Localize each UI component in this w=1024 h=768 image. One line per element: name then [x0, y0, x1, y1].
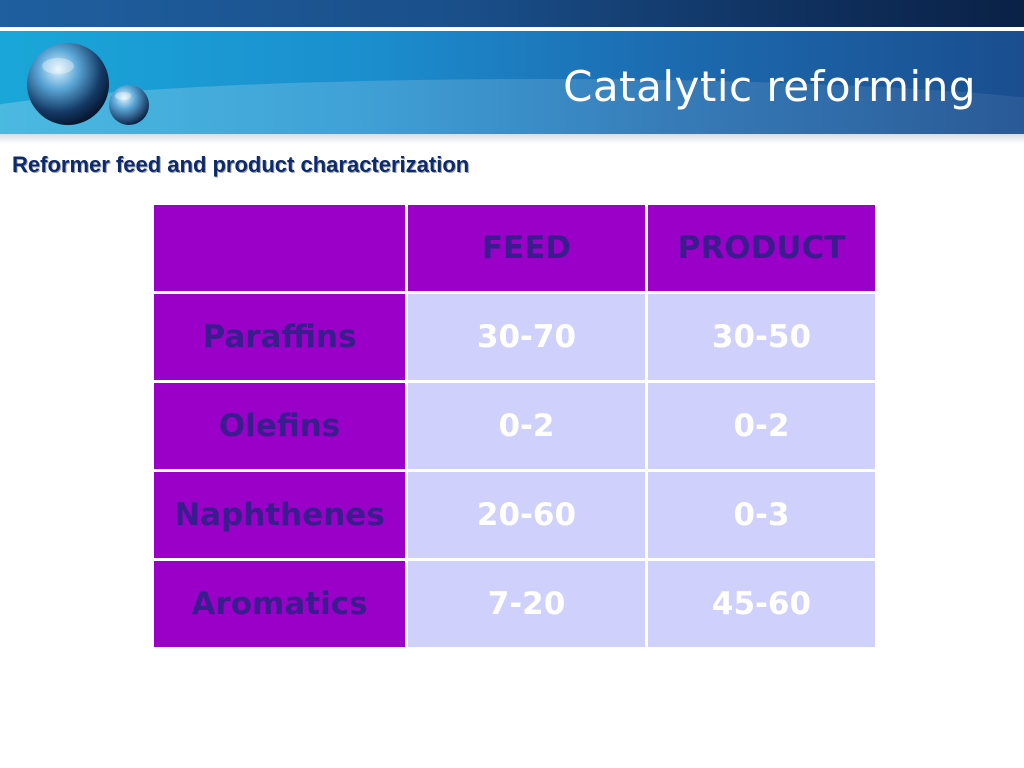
feed-value: 20-60 — [408, 472, 645, 558]
row-label: Olefins — [154, 383, 405, 469]
characterization-table: FEED PRODUCT Paraffins 30-70 30-50 Olefi… — [151, 202, 878, 650]
banner-underline — [0, 134, 1024, 144]
title-banner — [0, 31, 1024, 134]
feed-value: 7-20 — [408, 561, 645, 647]
header-cell-product: PRODUCT — [648, 205, 875, 291]
row-label: Paraffins — [154, 294, 405, 380]
row-label: Naphthenes — [154, 472, 405, 558]
header-cell-empty — [154, 205, 405, 291]
product-value: 45-60 — [648, 561, 875, 647]
product-value: 30-50 — [648, 294, 875, 380]
table-row: Olefins 0-2 0-2 — [154, 383, 875, 469]
slide-title: Catalytic reforming — [563, 62, 976, 111]
header-cell-feed: FEED — [408, 205, 645, 291]
feed-value: 0-2 — [408, 383, 645, 469]
row-label: Aromatics — [154, 561, 405, 647]
slide-subtitle: Reformer feed and product characterizati… — [12, 152, 470, 177]
banner-sweep — [0, 79, 1024, 134]
top-bar — [0, 0, 1024, 27]
table-row: Naphthenes 20-60 0-3 — [154, 472, 875, 558]
sphere-logo-icon — [27, 43, 149, 125]
table-row: Aromatics 7-20 45-60 — [154, 561, 875, 647]
table-header-row: FEED PRODUCT — [154, 205, 875, 291]
table-row: Paraffins 30-70 30-50 — [154, 294, 875, 380]
feed-value: 30-70 — [408, 294, 645, 380]
product-value: 0-2 — [648, 383, 875, 469]
product-value: 0-3 — [648, 472, 875, 558]
